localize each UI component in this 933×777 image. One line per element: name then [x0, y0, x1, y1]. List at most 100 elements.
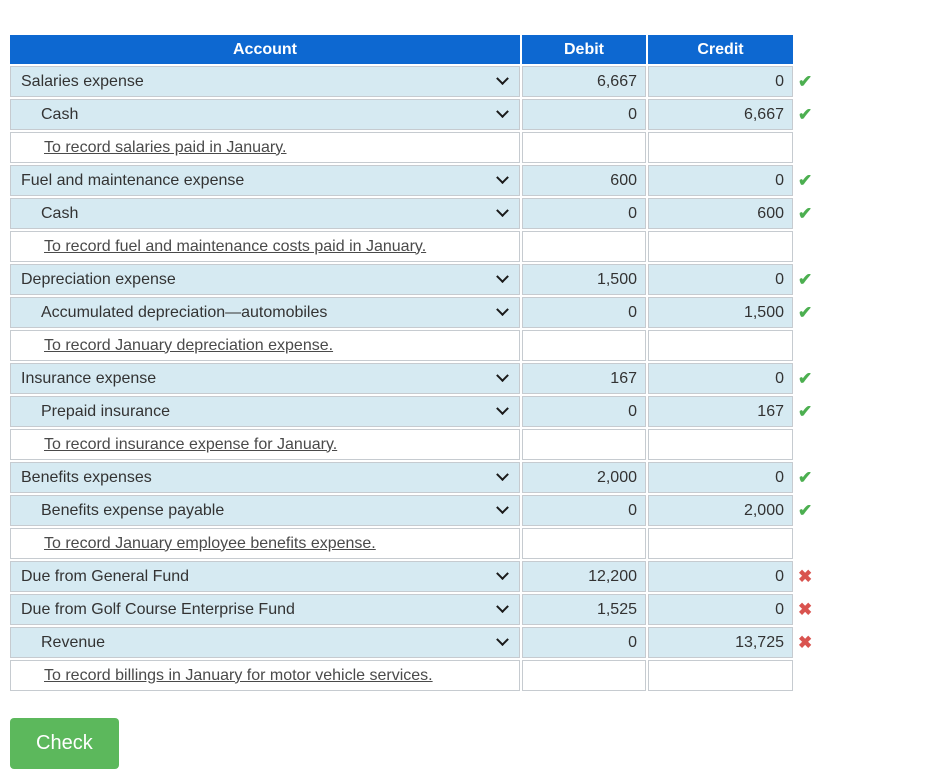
credit-empty-cell	[648, 528, 793, 559]
credit-input[interactable]: 13,725	[648, 627, 793, 658]
correct-check-icon: ✔	[798, 368, 813, 388]
entry-description[interactable]: To record January employee benefits expe…	[10, 528, 520, 559]
entry-description[interactable]: To record billings in January for motor …	[10, 660, 520, 691]
debit-input[interactable]: 0	[522, 99, 646, 130]
account-select[interactable]: Salaries expense	[10, 66, 520, 97]
incorrect-x-icon: ✖	[798, 566, 813, 586]
credit-input[interactable]: 0	[648, 462, 793, 493]
chevron-down-icon	[496, 402, 509, 416]
journal-entry-row: Revenue 0 13,725 ✖	[10, 627, 819, 658]
credit-input[interactable]: 167	[648, 396, 793, 427]
journal-entry-row: Fuel and maintenance expense 600 0 ✔	[10, 165, 819, 196]
entry-description[interactable]: To record insurance expense for January.	[10, 429, 520, 460]
entry-description[interactable]: To record fuel and maintenance costs pai…	[10, 231, 520, 262]
chevron-down-icon	[496, 501, 509, 515]
account-select[interactable]: Cash	[10, 99, 520, 130]
description-row: To record salaries paid in January.	[10, 132, 819, 163]
table-header-row: Account Debit Credit	[10, 35, 819, 64]
account-label: Fuel and maintenance expense	[21, 171, 245, 189]
debit-input[interactable]: 1,500	[522, 264, 646, 295]
journal-entry-row: Benefits expenses 2,000 0 ✔	[10, 462, 819, 493]
account-label: Due from Golf Course Enterprise Fund	[21, 600, 295, 618]
credit-input[interactable]: 2,000	[648, 495, 793, 526]
account-select[interactable]: Depreciation expense	[10, 264, 520, 295]
credit-empty-cell	[648, 132, 793, 163]
credit-input[interactable]: 0	[648, 594, 793, 625]
credit-input[interactable]: 6,667	[648, 99, 793, 130]
credit-input[interactable]: 0	[648, 561, 793, 592]
chevron-down-icon	[496, 600, 509, 614]
credit-input[interactable]: 0	[648, 264, 793, 295]
chevron-down-icon	[496, 270, 509, 284]
account-select[interactable]: Fuel and maintenance expense	[10, 165, 520, 196]
account-select[interactable]: Benefits expense payable	[10, 495, 520, 526]
entry-description[interactable]: To record January depreciation expense.	[10, 330, 520, 361]
debit-input[interactable]: 600	[522, 165, 646, 196]
description-row: To record January employee benefits expe…	[10, 528, 819, 559]
debit-empty-cell	[522, 231, 646, 262]
account-select[interactable]: Benefits expenses	[10, 462, 520, 493]
chevron-down-icon	[496, 72, 509, 86]
debit-input[interactable]: 12,200	[522, 561, 646, 592]
credit-input[interactable]: 0	[648, 66, 793, 97]
credit-input[interactable]: 0	[648, 363, 793, 394]
check-button[interactable]: Check	[10, 718, 119, 769]
account-select[interactable]: Cash	[10, 198, 520, 229]
correct-check-icon: ✔	[798, 170, 813, 190]
journal-entry-row: Salaries expense 6,667 0 ✔	[10, 66, 819, 97]
journal-table: Account Debit Credit Salaries expense 6,6…	[10, 35, 819, 693]
debit-input[interactable]: 2,000	[522, 462, 646, 493]
credit-column-header: Credit	[648, 35, 793, 64]
debit-input[interactable]: 0	[522, 198, 646, 229]
journal-entry-row: Due from General Fund 12,200 0 ✖	[10, 561, 819, 592]
chevron-down-icon	[496, 303, 509, 317]
journal-entry-row: Accumulated depreciation—automobiles 0 1,5…	[10, 297, 819, 328]
account-select[interactable]: Prepaid insurance	[10, 396, 520, 427]
entry-description-text: To record fuel and maintenance costs pai…	[44, 237, 427, 255]
chevron-down-icon	[496, 105, 509, 119]
chevron-down-icon	[496, 369, 509, 383]
credit-input[interactable]: 600	[648, 198, 793, 229]
account-select[interactable]: Accumulated depreciation—automobiles	[10, 297, 520, 328]
debit-empty-cell	[522, 429, 646, 460]
account-label: Accumulated depreciation—automobiles	[41, 303, 328, 321]
debit-input[interactable]: 167	[522, 363, 646, 394]
chevron-down-icon	[496, 567, 509, 581]
account-select[interactable]: Revenue	[10, 627, 520, 658]
credit-input[interactable]: 1,500	[648, 297, 793, 328]
description-row: To record fuel and maintenance costs pai…	[10, 231, 819, 262]
entry-description-text: To record January depreciation expense.	[44, 336, 334, 354]
debit-input[interactable]: 0	[522, 297, 646, 328]
debit-input[interactable]: 0	[522, 396, 646, 427]
credit-empty-cell	[648, 330, 793, 361]
account-select[interactable]: Due from General Fund	[10, 561, 520, 592]
credit-empty-cell	[648, 429, 793, 460]
chevron-down-icon	[496, 204, 509, 218]
account-label: Revenue	[41, 633, 106, 651]
journal-entry-row: Benefits expense payable 0 2,000 ✔	[10, 495, 819, 526]
correct-check-icon: ✔	[798, 500, 813, 520]
mark-empty	[795, 660, 819, 691]
account-select[interactable]: Due from Golf Course Enterprise Fund	[10, 594, 520, 625]
debit-input[interactable]: 6,667	[522, 66, 646, 97]
debit-input[interactable]: 0	[522, 495, 646, 526]
debit-input[interactable]: 1,525	[522, 594, 646, 625]
chevron-down-icon	[496, 171, 509, 185]
description-row: To record January depreciation expense.	[10, 330, 819, 361]
account-select[interactable]: Insurance expense	[10, 363, 520, 394]
chevron-down-icon	[496, 633, 509, 647]
account-label: Due from General Fund	[21, 567, 190, 585]
incorrect-x-icon: ✖	[798, 632, 813, 652]
mark-empty	[795, 330, 819, 361]
chevron-down-icon	[496, 468, 509, 482]
credit-input[interactable]: 0	[648, 165, 793, 196]
debit-input[interactable]: 0	[522, 627, 646, 658]
incorrect-x-icon: ✖	[798, 599, 813, 619]
mark-empty	[795, 231, 819, 262]
journal-entry-row: Depreciation expense 1,500 0 ✔	[10, 264, 819, 295]
entry-description[interactable]: To record salaries paid in January.	[10, 132, 520, 163]
account-label: Salaries expense	[21, 72, 144, 90]
account-label: Cash	[41, 204, 79, 222]
credit-empty-cell	[648, 231, 793, 262]
account-label: Benefits expense payable	[41, 501, 225, 519]
